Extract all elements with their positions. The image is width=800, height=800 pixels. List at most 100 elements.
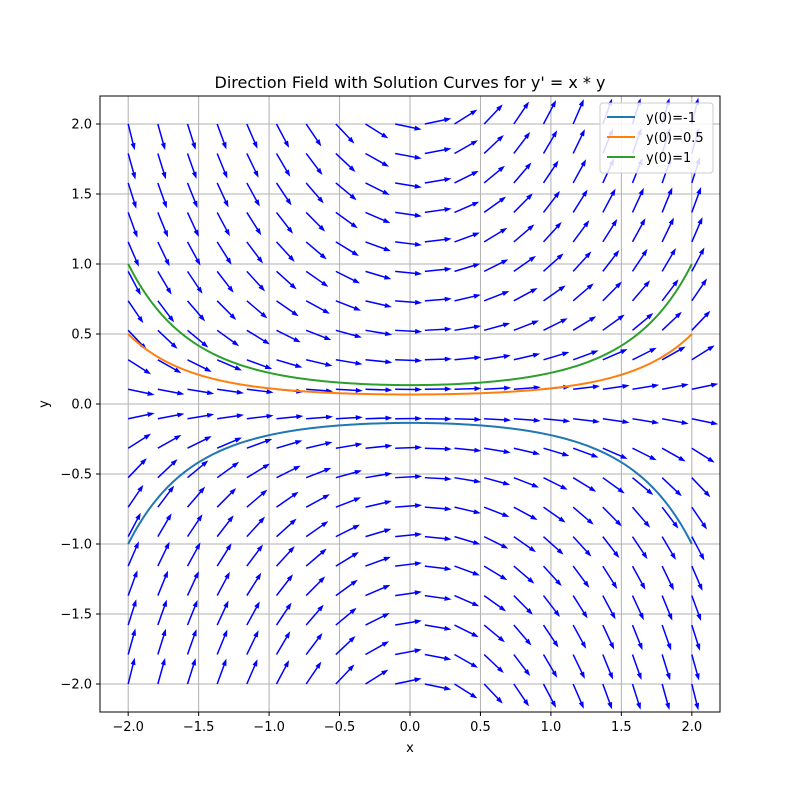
field-arrow bbox=[157, 541, 170, 567]
x-axis-ticks: −2.0 −1.5 −1.0 −0.5 0.0 0.5 1.0 1.5 2.0 bbox=[112, 712, 702, 735]
field-arrow bbox=[395, 241, 422, 247]
field-arrow bbox=[365, 241, 391, 252]
field-arrow bbox=[246, 359, 273, 370]
field-arrow bbox=[157, 329, 178, 349]
field-arrow bbox=[513, 352, 541, 361]
field-arrow bbox=[305, 329, 332, 341]
grid bbox=[100, 96, 720, 712]
field-arrow bbox=[365, 471, 393, 479]
field-arrow bbox=[454, 293, 481, 302]
x-tick-label: −1.0 bbox=[253, 720, 285, 735]
field-arrow bbox=[157, 513, 172, 538]
field-arrow bbox=[691, 683, 700, 711]
field-arrow bbox=[157, 485, 175, 508]
field-arrow bbox=[632, 418, 660, 425]
field-arrow bbox=[276, 270, 297, 290]
x-tick-label: −1.5 bbox=[183, 720, 215, 735]
field-arrow bbox=[335, 387, 363, 393]
field-arrow bbox=[543, 417, 571, 424]
field-arrow bbox=[275, 153, 291, 177]
field-arrow bbox=[127, 300, 144, 324]
field-arrow bbox=[395, 152, 422, 160]
field-arrow bbox=[454, 355, 482, 361]
field-arrow bbox=[691, 345, 715, 361]
field-arrow bbox=[246, 516, 266, 538]
field-arrow bbox=[305, 576, 326, 597]
field-arrow bbox=[186, 542, 201, 567]
x-tick-label: 2.0 bbox=[681, 720, 702, 735]
field-arrow bbox=[127, 241, 139, 267]
field-arrow bbox=[246, 270, 266, 292]
field-arrow bbox=[187, 329, 209, 348]
field-arrow bbox=[276, 465, 301, 479]
field-arrow bbox=[365, 613, 390, 626]
field-arrow bbox=[424, 326, 452, 332]
field-arrow bbox=[513, 417, 541, 423]
field-arrow bbox=[661, 536, 676, 560]
field-arrow bbox=[631, 654, 642, 680]
field-arrow bbox=[127, 212, 138, 238]
field-arrow bbox=[484, 354, 511, 361]
field-arrow bbox=[275, 660, 290, 685]
y-tick-label: 1.0 bbox=[71, 258, 92, 273]
field-arrow bbox=[216, 123, 227, 150]
field-arrow bbox=[157, 270, 172, 295]
field-arrow bbox=[275, 211, 293, 234]
field-arrow bbox=[216, 543, 232, 567]
field-arrow bbox=[542, 100, 557, 125]
field-arrow bbox=[632, 313, 654, 331]
field-arrow bbox=[572, 220, 590, 243]
field-arrow bbox=[513, 320, 539, 332]
x-tick-label: 1.0 bbox=[541, 720, 562, 735]
field-arrow bbox=[691, 187, 702, 213]
field-arrow bbox=[691, 624, 701, 651]
field-arrow bbox=[454, 535, 481, 545]
field-arrow bbox=[395, 532, 423, 538]
field-arrow bbox=[157, 212, 169, 238]
field-arrow bbox=[335, 211, 358, 229]
field-arrow bbox=[631, 248, 648, 272]
field-arrow bbox=[542, 130, 558, 154]
field-arrow bbox=[365, 415, 393, 421]
field-arrow bbox=[216, 270, 234, 293]
field-arrow bbox=[483, 506, 510, 517]
field-arrow bbox=[217, 388, 244, 395]
field-arrow bbox=[365, 387, 393, 393]
y-tick-label: −1.0 bbox=[60, 538, 92, 553]
field-arrow bbox=[246, 212, 262, 236]
field-arrow bbox=[395, 123, 422, 131]
field-arrow bbox=[186, 514, 203, 538]
field-arrow bbox=[572, 99, 584, 125]
field-arrow bbox=[246, 241, 263, 264]
field-arrow bbox=[572, 350, 599, 361]
field-arrow bbox=[275, 241, 295, 262]
field-arrow bbox=[395, 445, 423, 451]
field-arrow bbox=[483, 322, 511, 332]
field-arrow bbox=[513, 255, 536, 272]
field-arrow bbox=[246, 601, 260, 626]
field-arrow bbox=[513, 595, 533, 615]
legend-label-1: y(0)=0.5 bbox=[646, 131, 704, 146]
field-arrow bbox=[335, 442, 363, 449]
field-arrow bbox=[305, 182, 324, 204]
field-arrow bbox=[661, 346, 686, 361]
field-arrow bbox=[395, 648, 422, 656]
field-arrow bbox=[216, 571, 230, 596]
field-arrow bbox=[395, 561, 422, 567]
field-arrow bbox=[542, 191, 560, 213]
field-arrow bbox=[483, 565, 508, 581]
field-arrow bbox=[424, 236, 452, 243]
field-arrow bbox=[186, 571, 199, 596]
field-arrow bbox=[157, 388, 185, 396]
field-arrow bbox=[424, 117, 452, 125]
field-arrow bbox=[572, 477, 597, 492]
field-arrow bbox=[424, 476, 452, 482]
field-arrow bbox=[691, 382, 719, 390]
field-arrow bbox=[217, 413, 244, 420]
field-arrow bbox=[661, 683, 670, 710]
field-arrow bbox=[572, 316, 597, 331]
field-arrow bbox=[424, 565, 452, 572]
field-arrow bbox=[216, 241, 232, 265]
field-arrow bbox=[157, 658, 166, 685]
